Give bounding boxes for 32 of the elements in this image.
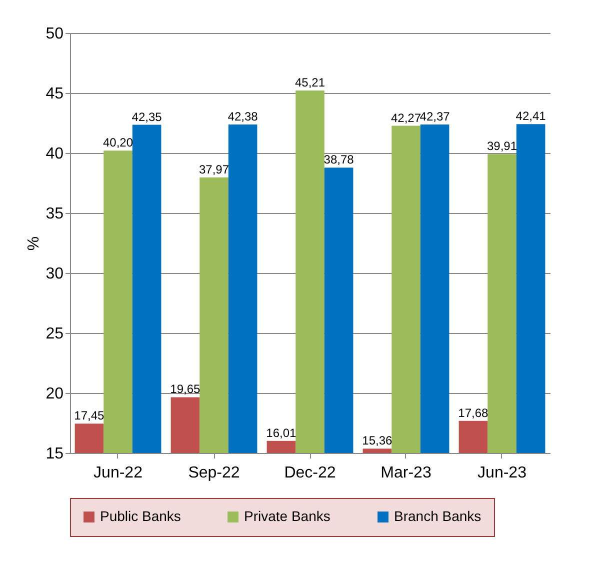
y-tick-label: 35 (46, 206, 64, 222)
y-axis-title: % (26, 236, 43, 251)
x-tick-label: Sep-22 (188, 464, 240, 482)
y-tick-label: 45 (46, 86, 64, 102)
legend-label: Private Banks (244, 508, 330, 524)
data-label: 42,41 (516, 109, 546, 124)
data-label: 42,38 (228, 109, 258, 124)
legend-label: Branch Banks (394, 508, 482, 524)
y-tick-label: 20 (46, 386, 64, 402)
y-tick-label: 15 (46, 446, 64, 462)
data-label: 45,21 (294, 75, 326, 90)
data-label: 15,36 (362, 434, 393, 448)
data-label: 16,01 (266, 426, 297, 440)
data-label: 40,20 (102, 136, 134, 150)
y-tick-label: 40 (46, 146, 64, 162)
y-tick-label: 30 (46, 266, 64, 282)
x-tick-label: Dec-22 (284, 464, 336, 482)
x-tick-label: Mar-23 (380, 464, 432, 482)
x-tick-label: Jun-22 (94, 464, 143, 482)
y-tick-label: 50 (46, 26, 64, 42)
data-label: 39,91 (486, 139, 518, 154)
legend-label: Public Banks (100, 508, 181, 524)
data-label: 19,65 (170, 382, 201, 396)
data-label: 38,78 (324, 152, 354, 167)
data-label: 17,68 (458, 406, 489, 420)
x-tick-label: Jun-23 (478, 464, 527, 482)
data-label: 37,97 (198, 162, 230, 176)
y-tick-label: 25 (46, 326, 64, 342)
data-label: 42,27 (390, 110, 422, 125)
data-label: 17,45 (74, 408, 105, 423)
data-label: 42,35 (132, 110, 162, 124)
data-label: 42,37 (420, 110, 450, 124)
